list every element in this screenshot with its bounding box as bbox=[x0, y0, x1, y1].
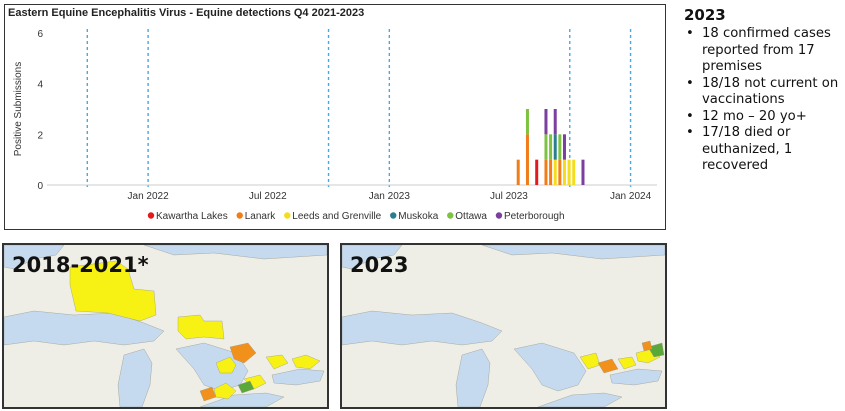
bar-segment bbox=[558, 159, 562, 185]
bar-segment bbox=[544, 134, 548, 160]
y-tick-label: 4 bbox=[37, 80, 43, 91]
legend-label: Lanark bbox=[245, 211, 277, 222]
x-tick-label: Jul 2022 bbox=[249, 191, 287, 202]
bar-segment bbox=[567, 159, 571, 185]
legend-marker bbox=[284, 212, 291, 219]
note-item: 12 mo – 20 yo+ bbox=[686, 109, 842, 126]
bar-segment bbox=[549, 134, 553, 160]
legend-label: Muskoka bbox=[398, 211, 438, 222]
y-tick-label: 2 bbox=[37, 130, 43, 141]
map-2018-2021: 2018-2021* bbox=[2, 243, 329, 409]
y-axis-label: Positive Submissions bbox=[13, 62, 24, 156]
bar-segment bbox=[562, 159, 566, 185]
bar-segment bbox=[553, 109, 557, 135]
bar-segment bbox=[572, 159, 576, 185]
bar-segment bbox=[525, 134, 529, 185]
bar-segment bbox=[553, 159, 557, 185]
detections-chart: 0 2 4 6 Positive Submissions Jan 2022 Jul 2022… bbox=[13, 29, 657, 222]
chart-title: Eastern Equine Encephalitis Virus - Equi… bbox=[8, 7, 365, 19]
y-tick-label: 6 bbox=[37, 29, 43, 40]
map-label-2023: 2023 bbox=[350, 253, 409, 277]
legend-label: Kawartha Lakes bbox=[156, 211, 228, 222]
bar-segment bbox=[581, 159, 585, 185]
y-tick-label: 0 bbox=[37, 181, 43, 192]
legend-marker bbox=[447, 212, 454, 219]
legend-marker bbox=[495, 212, 503, 219]
bar-segment bbox=[562, 134, 566, 160]
bar-segment bbox=[525, 109, 529, 135]
legend-marker bbox=[147, 212, 155, 219]
ontario-map-2023 bbox=[342, 245, 665, 407]
summary-notes: 2023 18 confirmed cases reported from 17… bbox=[684, 6, 842, 175]
notes-list: 18 confirmed cases reported from 17 prem… bbox=[684, 26, 842, 175]
bar-segment bbox=[549, 159, 553, 185]
map-label-2018-2021: 2018-2021* bbox=[12, 253, 149, 277]
legend-marker bbox=[236, 212, 243, 219]
note-item: 18 confirmed cases reported from 17 prem… bbox=[686, 26, 842, 76]
bar-segment bbox=[553, 134, 557, 160]
chart-panel: Eastern Equine Encephalitis Virus - Equi… bbox=[4, 4, 666, 230]
bar-segment bbox=[558, 134, 562, 160]
ontario-map-2018-2021 bbox=[4, 245, 327, 407]
bar-segment bbox=[535, 159, 539, 185]
note-item: 18/18 not current on vaccinations bbox=[686, 76, 842, 109]
bar-segment bbox=[544, 109, 548, 135]
x-tick-label: Jan 2022 bbox=[128, 191, 170, 202]
note-item: 17/18 died or euthanized, 1 recovered bbox=[686, 125, 842, 175]
x-tick-label: Jan 2024 bbox=[610, 191, 652, 202]
legend-marker bbox=[390, 212, 397, 219]
legend-label: Leeds and Grenville bbox=[292, 211, 381, 222]
legend-label: Peterborough bbox=[504, 211, 565, 222]
notes-heading: 2023 bbox=[684, 6, 726, 24]
x-tick-label: Jan 2023 bbox=[369, 191, 411, 202]
bar-segment bbox=[544, 159, 548, 185]
legend-label: Ottawa bbox=[455, 211, 487, 222]
map-2023: 2023 bbox=[340, 243, 667, 409]
bar-segment bbox=[516, 159, 520, 185]
x-tick-label: Jul 2023 bbox=[490, 191, 528, 202]
